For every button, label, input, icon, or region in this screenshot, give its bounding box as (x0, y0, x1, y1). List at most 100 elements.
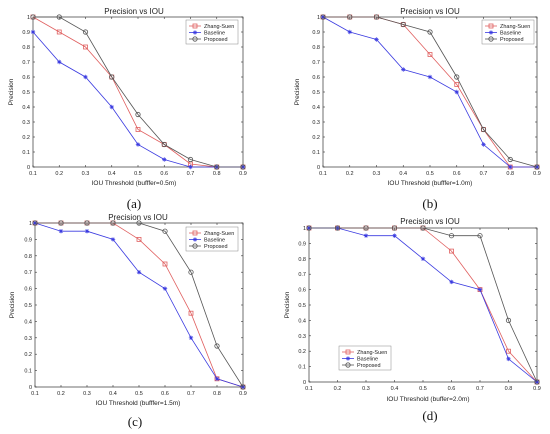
x-axis-label: IOU Threshold (bufffer=1.0m) (388, 180, 473, 187)
data-point (84, 229, 90, 234)
data-point (135, 111, 141, 118)
y-tick-label: 0.3 (312, 120, 320, 126)
data-point (374, 37, 379, 42)
chart-title: Precision vs IOU (400, 217, 460, 226)
y-tick-label: 0.1 (24, 369, 32, 375)
y-tick-label: 0.5 (24, 303, 32, 309)
data-point (363, 225, 369, 231)
data-point (505, 317, 512, 323)
data-point (240, 384, 246, 390)
y-tick-label: 0.2 (22, 135, 30, 141)
x-tick-label: 0.8 (213, 171, 221, 177)
legend-marker (192, 36, 198, 42)
legend-label: Zhang-Suen (357, 350, 387, 356)
x-tick-label: 0.7 (476, 386, 484, 392)
x-tick-label: 0.4 (399, 171, 407, 177)
y-tick-label: 0.7 (22, 60, 30, 66)
chart-title: Precision vs IOU (104, 7, 164, 16)
data-point (135, 127, 141, 132)
x-tick-label: 0.3 (82, 171, 90, 177)
y-tick-label: 0.1 (312, 150, 320, 156)
data-point (58, 220, 64, 226)
legend-marker (345, 356, 351, 361)
y-tick-label: 0.6 (22, 75, 30, 81)
y-tick-label: 0.8 (24, 254, 32, 260)
data-point (449, 279, 454, 285)
data-point (392, 233, 397, 238)
data-point (373, 14, 380, 20)
plot-area-c: 0.1 0.2 0.3 0.4 0.5 0.6 0.7 0.8 0.900.10.20.30.4… (24, 220, 247, 397)
y-tick-label: 0.2 (312, 135, 320, 141)
x-tick-label: 0.7 (480, 171, 488, 177)
plot-area-a: 0.1 0.2 0.3 0.4 0.5 0.6 0.7 0.8 0.900.10.20.30.4… (22, 14, 247, 177)
panel-label: (c) (128, 414, 142, 429)
chart-panel-c: Precision vs IOU IOU Threshold (bufffer=… (9, 213, 180, 429)
data-point (109, 74, 115, 80)
data-point (506, 348, 511, 354)
data-point (30, 14, 36, 20)
x-axis-label: IOU Threshold (bufffer=0.5m) (92, 180, 177, 187)
y-tick-label: 0.6 (312, 75, 320, 81)
y-tick-label: 0.1 (22, 150, 30, 156)
data-point (481, 142, 486, 147)
data-point (477, 233, 483, 239)
x-tick-label: 0.1 (305, 386, 313, 392)
legend-marker (488, 36, 494, 42)
y-axis-label: Precision (8, 78, 15, 105)
y-axis-label: Precision (284, 291, 291, 318)
y-tick-label: 1 (27, 15, 30, 21)
x-tick-label: 0.1 (29, 171, 37, 177)
data-point (454, 82, 460, 87)
data-point (477, 287, 483, 292)
legend-marker (192, 23, 198, 29)
series-line-proposed (33, 16, 243, 168)
x-tick-label: 0.7 (187, 391, 195, 397)
data-point (109, 104, 114, 110)
legend-marker (488, 30, 494, 35)
x-tick-label: 0.8 (213, 391, 221, 397)
chart-title: Precision vs IOU (108, 213, 168, 222)
x-tick-label: 0.2 (334, 386, 342, 392)
series-line-proposed (309, 227, 538, 383)
data-point (56, 14, 62, 20)
y-tick-label: 0.2 (298, 349, 306, 355)
y-tick-label: 1 (303, 226, 306, 232)
x-tick-label: 0.7 (187, 171, 195, 177)
data-point (110, 237, 116, 242)
chart-panel-d: Precision vs IOU IOU Threshold (buffer=2… (284, 217, 470, 423)
legend-marker (192, 230, 198, 236)
y-tick-label: 0.8 (312, 45, 320, 51)
data-point (136, 220, 142, 226)
data-point (306, 225, 312, 231)
x-tick-label: 0.6 (448, 386, 456, 392)
legend-label: Zhang-Suen (204, 231, 234, 237)
x-tick-label: 0.9 (533, 171, 541, 177)
x-tick-label: 0.1 (31, 391, 39, 397)
data-point (162, 228, 168, 234)
data-point (135, 142, 141, 147)
data-point (57, 59, 62, 65)
x-tick-label: 0.5 (134, 171, 142, 177)
data-point (188, 164, 193, 170)
y-tick-label: 0 (317, 165, 320, 171)
data-point (534, 164, 540, 170)
data-point (347, 29, 352, 35)
x-tick-label: 0.3 (83, 391, 91, 397)
panel-label: (a) (127, 196, 141, 211)
data-point (83, 74, 88, 80)
x-tick-label: 0.3 (362, 386, 370, 392)
x-axis-label: IOU Threshold (bufffer=1.5m) (96, 400, 181, 407)
series-line-proposed (35, 222, 244, 388)
data-point (454, 89, 459, 95)
y-tick-label: 0.8 (22, 45, 30, 51)
data-point (448, 233, 455, 239)
data-point (506, 356, 511, 362)
data-point (84, 220, 90, 226)
plot-area-b: 0.1 0.2 0.3 0.4 0.5 0.6 0.7 0.8 0.900.10.20.30.4… (312, 14, 541, 177)
x-tick-label: 0.9 (239, 171, 247, 177)
data-point (82, 29, 89, 35)
data-point (508, 164, 513, 170)
x-tick-label: 0.1 (319, 171, 327, 177)
